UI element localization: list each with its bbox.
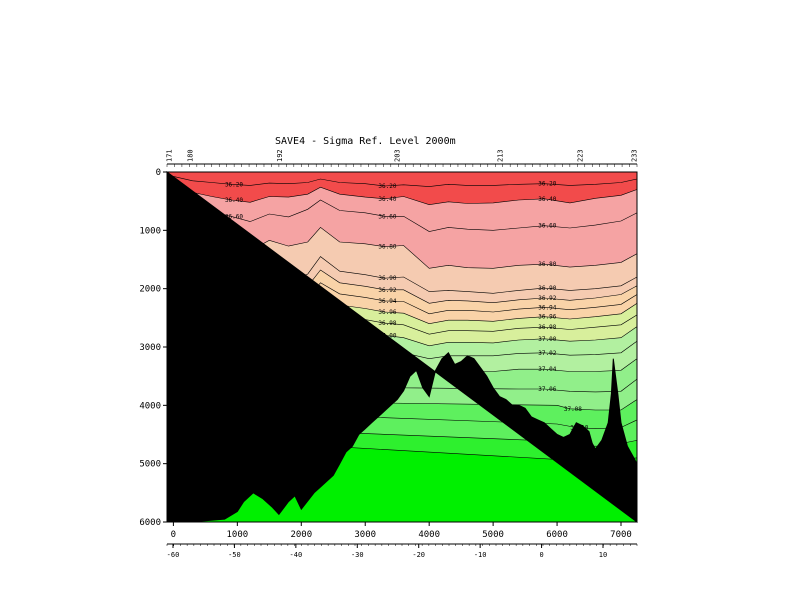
contour-label: 36.96 [538,314,556,321]
band-fill-surface [167,172,637,187]
station-label: 213 [497,149,505,162]
contour-label: 36.60 [538,223,556,230]
contour-label: 36.20 [378,183,396,190]
contour-label: 36.80 [538,261,556,268]
contour-label: 37.04 [538,366,556,373]
contour-label: 37.08 [564,406,582,413]
lat-tick-label: -20 [412,551,425,559]
y-tick-label: 0 [156,168,161,178]
contour-label: 36.20 [225,181,243,188]
station-label: 180 [187,149,195,162]
y-tick-label: 3000 [139,343,161,353]
contour-label: 36.20 [538,181,556,188]
contour-label: 36.40 [378,196,396,203]
x-tick-label: 5000 [482,530,504,540]
x-tick-label: 2000 [290,530,312,540]
contour-label: 36.40 [225,197,243,204]
lat-tick-label: -60 [167,551,180,559]
contour-label: 37.02 [538,350,556,357]
station-label: 203 [393,149,401,162]
contour-label: 36.94 [378,298,396,305]
station-label: 223 [577,149,585,162]
x-tick-label: 3000 [354,530,376,540]
contour-label: 36.96 [378,309,396,316]
contour-label: 36.92 [538,295,556,302]
contour-label: 36.60 [378,213,396,220]
contour-label: 36.60 [225,213,243,220]
x-tick-label: 1000 [226,530,248,540]
lat-tick-label: -50 [228,551,241,559]
lat-tick-label: -10 [474,551,487,559]
station-label: 233 [631,149,639,162]
bathymetry [166,171,638,523]
contour-line-36.40 [166,180,638,206]
lat-tick-label: -40 [290,551,303,559]
y-tick-label: 2000 [139,285,161,295]
contour-label: 36.80 [378,244,396,251]
station-label: 171 [165,149,173,162]
seafloor [166,171,638,523]
contour-label: 37.00 [538,336,556,343]
x-tick-label: 6000 [546,530,568,540]
x-tick-label: 7000 [610,530,632,540]
y-tick-label: 4000 [139,401,161,411]
lat-tick-label: 0 [539,551,543,559]
y-tick-label: 5000 [139,460,161,470]
contour-label: 36.90 [378,275,396,282]
y-tick-label: 1000 [139,226,161,236]
contour-label: 36.90 [538,285,556,292]
contour-label: 36.98 [378,320,396,327]
chart-title: SAVE4 - Sigma Ref. Level 2000m [275,136,456,147]
contour-label: 36.94 [538,304,556,311]
contour-label: 36.98 [538,324,556,331]
y-tick-label: 6000 [139,518,161,528]
contour-line-36.60 [166,189,638,232]
station-label: 192 [276,149,284,162]
axes: 0 1000 2000 3000 4000 5000 6000 0 1000 2000 3000 40… [139,149,638,559]
contour-line-36.20 [166,174,638,187]
contour-label: 36.40 [538,196,556,203]
x-tick-label: 4000 [418,530,440,540]
x-tick-label: 0 [171,530,176,540]
lat-tick-label: 10 [599,551,607,559]
contour-label: 36.92 [378,287,396,294]
contour-label: 37.06 [538,386,556,393]
lat-tick-label: -30 [351,551,364,559]
